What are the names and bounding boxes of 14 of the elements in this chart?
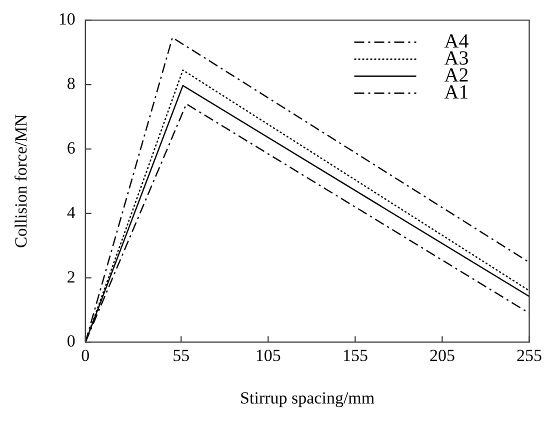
x-axis-title: Stirrup spacing/mm bbox=[240, 388, 375, 408]
y-tick-label: 10 bbox=[58, 10, 76, 29]
x-tick-label: 0 bbox=[81, 346, 90, 365]
y-axis-title: Collision force/MN bbox=[12, 114, 31, 248]
x-tick-label: 205 bbox=[429, 346, 455, 365]
y-tick-label: 4 bbox=[66, 202, 76, 222]
x-tick-label: 105 bbox=[255, 346, 281, 365]
x-tick-label: 55 bbox=[172, 346, 190, 365]
y-tick-label: 8 bbox=[66, 74, 76, 94]
y-tick-label: 6 bbox=[66, 138, 76, 158]
x-tick-label: 255 bbox=[516, 346, 542, 365]
y-tick-label: 2 bbox=[66, 267, 76, 286]
y-tick-label: 0 bbox=[66, 332, 76, 351]
x-tick-label: 155 bbox=[342, 346, 368, 365]
